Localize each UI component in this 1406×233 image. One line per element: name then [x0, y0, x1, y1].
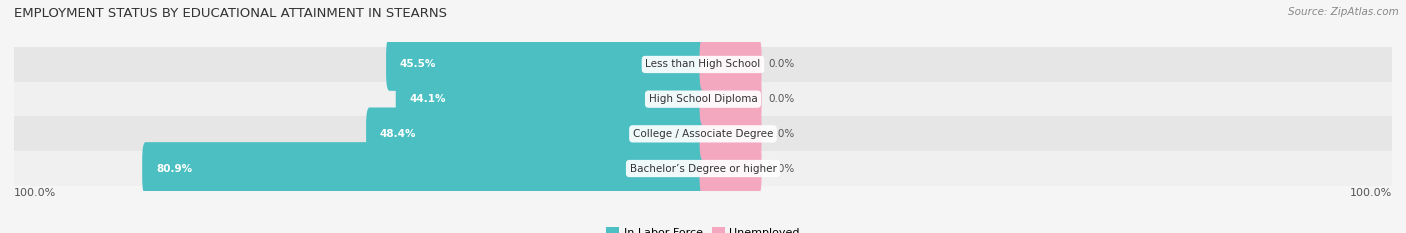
Legend: In Labor Force, Unemployed: In Labor Force, Unemployed	[602, 223, 804, 233]
Text: Source: ZipAtlas.com: Source: ZipAtlas.com	[1288, 7, 1399, 17]
Text: 45.5%: 45.5%	[399, 59, 436, 69]
Text: 48.4%: 48.4%	[380, 129, 416, 139]
Bar	[14, 116, 1392, 151]
FancyBboxPatch shape	[387, 38, 706, 91]
Bar	[14, 47, 1392, 82]
Text: 0.0%: 0.0%	[769, 59, 794, 69]
Text: High School Diploma: High School Diploma	[648, 94, 758, 104]
Text: 80.9%: 80.9%	[156, 164, 193, 174]
Text: 100.0%: 100.0%	[1350, 188, 1392, 198]
Text: Bachelor’s Degree or higher: Bachelor’s Degree or higher	[630, 164, 776, 174]
Text: 100.0%: 100.0%	[14, 188, 56, 198]
Bar	[14, 82, 1392, 116]
Text: College / Associate Degree: College / Associate Degree	[633, 129, 773, 139]
FancyBboxPatch shape	[395, 73, 706, 126]
Text: 0.0%: 0.0%	[769, 164, 794, 174]
Bar	[14, 151, 1392, 186]
Text: 0.0%: 0.0%	[769, 94, 794, 104]
Text: 0.0%: 0.0%	[769, 129, 794, 139]
FancyBboxPatch shape	[142, 142, 706, 195]
FancyBboxPatch shape	[700, 38, 762, 91]
Text: EMPLOYMENT STATUS BY EDUCATIONAL ATTAINMENT IN STEARNS: EMPLOYMENT STATUS BY EDUCATIONAL ATTAINM…	[14, 7, 447, 20]
FancyBboxPatch shape	[700, 73, 762, 126]
FancyBboxPatch shape	[700, 107, 762, 160]
Text: Less than High School: Less than High School	[645, 59, 761, 69]
FancyBboxPatch shape	[700, 142, 762, 195]
Text: 44.1%: 44.1%	[409, 94, 446, 104]
FancyBboxPatch shape	[366, 107, 706, 160]
